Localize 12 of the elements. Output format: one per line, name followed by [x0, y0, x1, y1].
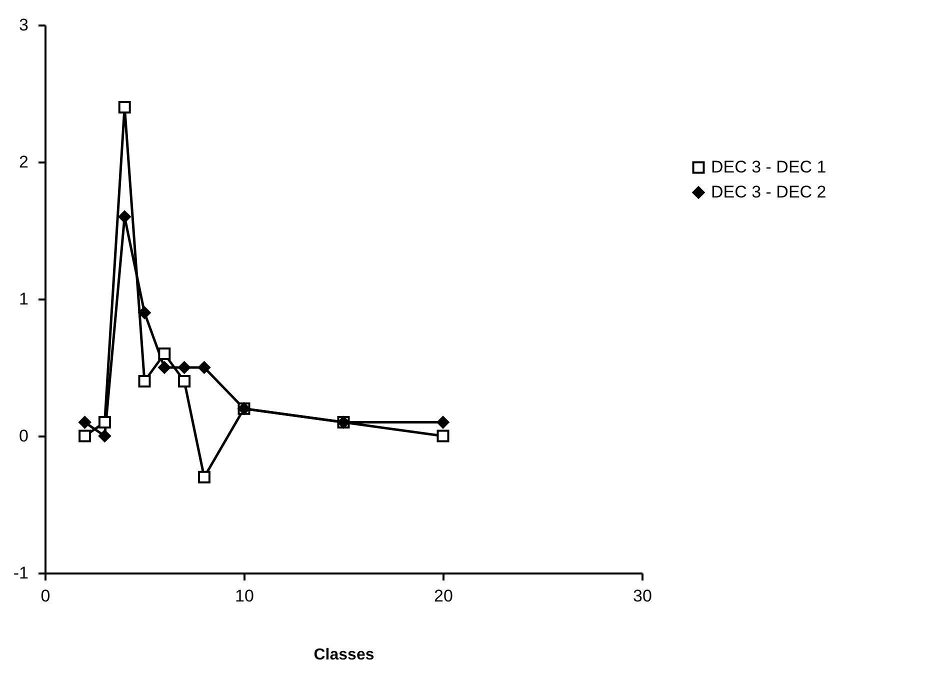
x-axis-title: Classes	[314, 646, 374, 664]
y-tick-label: 2	[19, 152, 28, 172]
y-tick-label: 3	[19, 16, 28, 34]
y-tick-label: -1	[13, 564, 28, 582]
legend-label: DEC 3 - DEC 2	[711, 182, 826, 202]
y-tick-label: 1	[19, 290, 28, 308]
x-tick-label: 30	[633, 586, 652, 606]
x-tick-label: 10	[235, 586, 254, 606]
legend-label: DEC 3 - DEC 1	[711, 158, 826, 176]
y-tick-label: 0	[19, 426, 28, 446]
x-tick-label: 0	[40, 586, 50, 606]
x-tick-label: 20	[434, 586, 453, 606]
